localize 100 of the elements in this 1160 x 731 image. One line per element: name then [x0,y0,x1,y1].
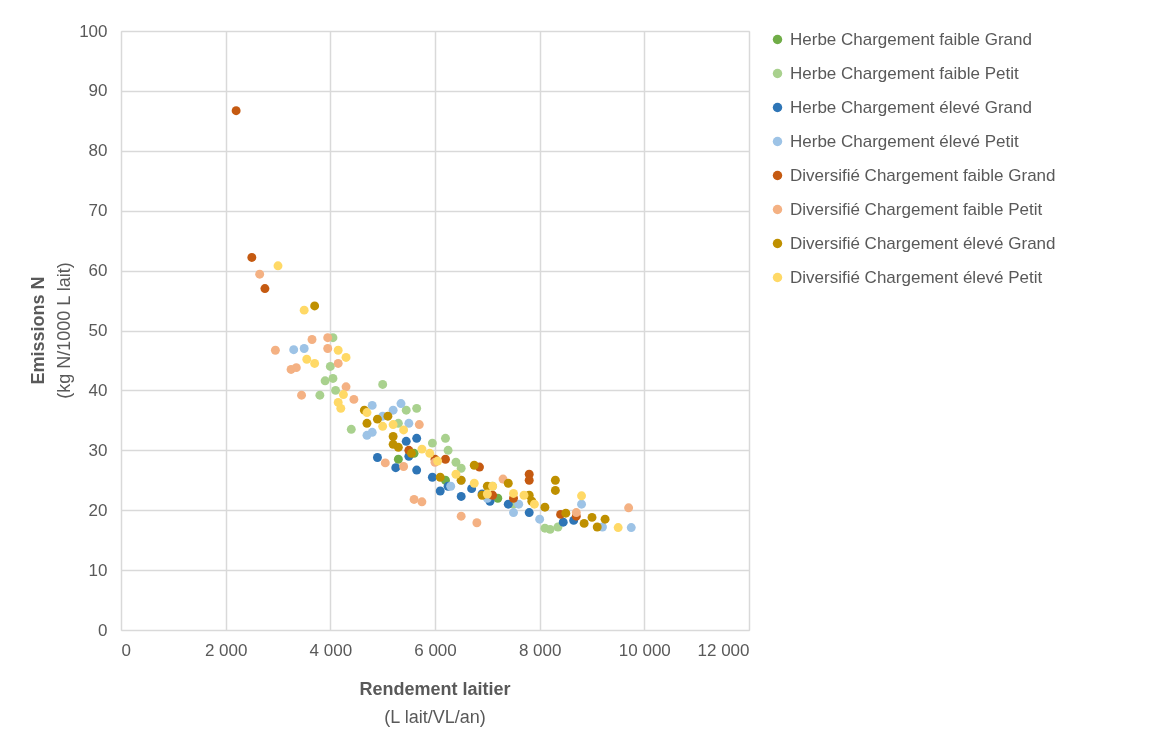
y-axis-title: Emissions N (kg N/1000 L lait) [28,262,74,399]
point [613,523,623,533]
y-tick-label: 10 [88,560,108,580]
point [600,514,610,524]
point [302,354,312,364]
y-tick-label: 80 [88,141,108,161]
point [336,403,346,413]
point [333,358,343,368]
point [469,460,479,470]
legend-label: Herbe Chargement élevé Petit [790,131,1019,151]
point [425,448,435,458]
point [299,305,309,315]
point [469,478,479,488]
point [503,499,513,509]
point [624,503,634,513]
point [396,399,406,409]
point [320,376,330,386]
point [503,478,513,488]
point [388,439,398,449]
legend-label: Herbe Chargement faible Petit [790,63,1019,83]
point [380,458,390,468]
point [341,382,351,392]
y-tick-label: 40 [88,380,108,400]
point [307,335,317,344]
point [367,400,377,410]
point [456,511,466,521]
point [346,424,356,434]
point [550,485,560,495]
y-tick-label: 60 [88,261,108,281]
point [435,486,445,496]
point [412,403,422,413]
y-tick-label: 90 [88,81,108,101]
point [545,524,555,534]
point [323,333,333,343]
point [367,427,377,437]
point [519,490,529,500]
point [399,425,409,435]
point [255,269,265,279]
point [509,508,518,518]
x-tick-label: 0 [121,640,131,660]
point [414,420,424,430]
point [399,462,409,471]
x-tick-label: 4 000 [309,640,353,660]
point [273,261,283,271]
point [456,463,466,473]
point [315,390,325,400]
point [592,522,602,532]
point [310,358,320,368]
point [372,453,382,462]
point [451,469,461,479]
point [383,411,393,421]
point [260,284,270,294]
x-axis-title: Rendement laitier (L lait/VL/an) [359,679,511,727]
point [289,345,299,355]
point [482,489,492,499]
legend-label: Diversifié Chargement faible Petit [790,199,1043,219]
y-tick-label: 20 [88,500,108,520]
point [388,405,398,415]
point [550,475,560,485]
point [451,457,461,467]
point [587,512,597,522]
point [401,436,411,446]
point [626,523,636,533]
y-tick-label: 100 [79,21,108,41]
x-tick-label: 10 000 [618,640,671,660]
point [247,252,257,262]
point [427,438,437,448]
point [558,517,568,527]
point [333,345,343,355]
point [524,508,534,518]
legend-label: Herbe Chargement élevé Grand [790,97,1032,117]
point [362,418,372,428]
legend-label: Diversifié Chargement faible Grand [790,165,1056,185]
point [310,301,320,311]
point [331,385,341,395]
y-tick-label: 70 [88,201,108,221]
point [435,472,445,482]
x-tick-label: 12 000 [697,640,750,660]
point [472,518,482,528]
point [328,373,338,383]
point [291,363,301,373]
legend-label: Diversifié Chargement élevé Petit [790,267,1043,287]
point [404,418,414,428]
point [388,432,398,441]
point [577,491,587,501]
point [378,379,388,389]
point [440,454,450,464]
point [325,361,335,371]
point [349,394,359,404]
point [514,499,524,509]
point [341,352,351,362]
point [231,106,241,116]
point [299,344,309,353]
point [372,414,382,424]
point [412,465,422,475]
point [401,405,411,415]
point [577,499,587,509]
point [323,344,333,353]
x-tick-label: 6 000 [414,640,457,660]
point [409,494,419,504]
